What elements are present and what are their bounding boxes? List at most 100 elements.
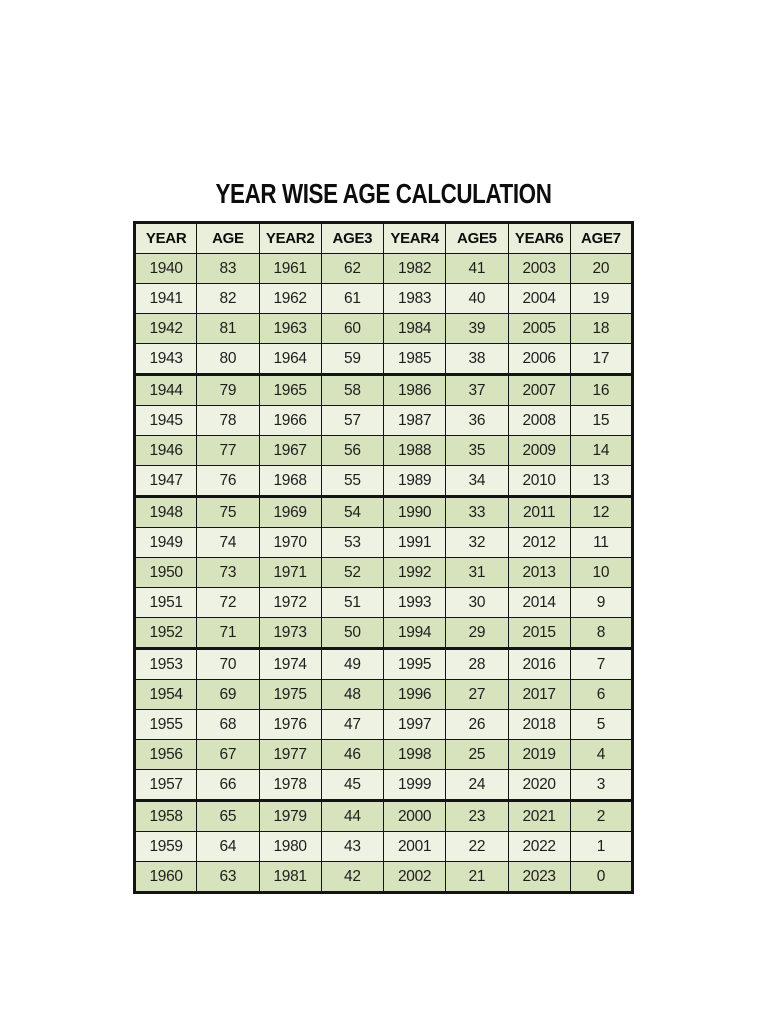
table-cell: 1959 xyxy=(133,831,198,862)
table-cell: 1989 xyxy=(382,465,447,498)
table-row: 1940 83 1961 62 1982 41 2003 20 xyxy=(133,253,634,284)
table-cell: 1971 xyxy=(258,557,322,588)
table-cell: 7 xyxy=(569,648,634,680)
table-cell: 81 xyxy=(196,313,260,344)
table-cell: 43 xyxy=(320,831,385,862)
table-cell: 4 xyxy=(569,739,634,770)
table-row: 1959 64 1980 43 2001 22 2022 1 xyxy=(133,831,634,862)
table-cell: 37 xyxy=(445,374,509,406)
table-cell: 5 xyxy=(569,709,634,740)
table-cell: 53 xyxy=(320,527,385,558)
table-cell: 1960 xyxy=(133,861,198,893)
table-cell: 25 xyxy=(445,739,509,770)
table-cell: 1961 xyxy=(258,253,322,284)
column-header: YEAR4 xyxy=(382,222,447,254)
table-cell: 1952 xyxy=(133,617,198,650)
table-cell: 33 xyxy=(445,496,509,528)
table-cell: 42 xyxy=(320,861,385,893)
table-row: 1958 65 1979 44 2000 23 2021 2 xyxy=(133,800,634,832)
table-row: 1957 66 1978 45 1999 24 2020 3 xyxy=(133,769,634,802)
table-cell: 1986 xyxy=(382,374,447,406)
table-cell: 1972 xyxy=(258,587,322,618)
table-cell: 2 xyxy=(569,800,634,832)
table-cell: 1953 xyxy=(133,648,198,680)
table-cell: 1957 xyxy=(133,769,198,802)
table-cell: 2015 xyxy=(507,617,571,650)
table-row: 1943 80 1964 59 1985 38 2006 17 xyxy=(133,343,634,376)
page-title: YEAR WISE AGE CALCULATION xyxy=(215,178,552,209)
table-cell: 18 xyxy=(569,313,634,344)
table-cell: 1976 xyxy=(258,709,322,740)
table-cell: 16 xyxy=(569,374,634,406)
table-cell: 1946 xyxy=(133,435,198,466)
table-row: 1946 77 1967 56 1988 35 2009 14 xyxy=(133,435,634,466)
table-cell: 66 xyxy=(196,769,260,802)
table-cell: 2019 xyxy=(507,739,571,770)
table-cell: 1947 xyxy=(133,465,198,498)
table-cell: 2010 xyxy=(507,465,571,498)
table-row: 1944 79 1965 58 1986 37 2007 16 xyxy=(133,374,634,406)
table-cell: 46 xyxy=(320,739,385,770)
table-cell: 69 xyxy=(196,679,260,710)
document-content: YEAR WISE AGE CALCULATION YEAR AGE YEAR2 AG… xyxy=(133,178,634,894)
table-cell: 1956 xyxy=(133,739,198,770)
column-header: YEAR2 xyxy=(258,222,322,254)
table-cell: 51 xyxy=(320,587,385,618)
table-cell: 1980 xyxy=(258,831,322,862)
table-cell: 64 xyxy=(196,831,260,862)
table-cell: 62 xyxy=(320,253,385,284)
table-cell: 1988 xyxy=(382,435,447,466)
table-cell: 38 xyxy=(445,343,509,376)
table-cell: 2002 xyxy=(382,861,447,893)
table-cell: 15 xyxy=(569,405,634,436)
table-cell: 1992 xyxy=(382,557,447,588)
table-cell: 17 xyxy=(569,343,634,376)
table-cell: 2004 xyxy=(507,283,571,314)
table-cell: 1994 xyxy=(382,617,447,650)
table-cell: 1991 xyxy=(382,527,447,558)
table-cell: 31 xyxy=(445,557,509,588)
table-cell: 45 xyxy=(320,769,385,802)
table-head: YEAR AGE YEAR2 AGE3 YEAR4 AGE5 YEAR6 AGE7 xyxy=(133,222,634,254)
table-cell: 2013 xyxy=(507,557,571,588)
table-cell: 1996 xyxy=(382,679,447,710)
table-cell: 20 xyxy=(569,253,634,284)
table-cell: 35 xyxy=(445,435,509,466)
table-cell: 34 xyxy=(445,465,509,498)
table-cell: 1940 xyxy=(133,253,198,284)
table-cell: 6 xyxy=(569,679,634,710)
table-row: 1941 82 1962 61 1983 40 2004 19 xyxy=(133,283,634,314)
table-cell: 61 xyxy=(320,283,385,314)
table-cell: 1942 xyxy=(133,313,198,344)
table-cell: 74 xyxy=(196,527,260,558)
table-cell: 2020 xyxy=(507,769,571,802)
table-cell: 30 xyxy=(445,587,509,618)
table-cell: 1977 xyxy=(258,739,322,770)
table-row: 1952 71 1973 50 1994 29 2015 8 xyxy=(133,617,634,650)
table-cell: 1943 xyxy=(133,343,198,376)
table-cell: 77 xyxy=(196,435,260,466)
table-cell: 2011 xyxy=(507,496,571,528)
table-cell: 2017 xyxy=(507,679,571,710)
table-cell: 59 xyxy=(320,343,385,376)
column-header: AGE7 xyxy=(569,222,634,254)
table-cell: 78 xyxy=(196,405,260,436)
table-cell: 56 xyxy=(320,435,385,466)
table-cell: 1964 xyxy=(258,343,322,376)
table-row: 1942 81 1963 60 1984 39 2005 18 xyxy=(133,313,634,344)
table-cell: 63 xyxy=(196,861,260,893)
table-cell: 22 xyxy=(445,831,509,862)
table-cell: 1955 xyxy=(133,709,198,740)
table-cell: 1983 xyxy=(382,283,447,314)
table-cell: 1962 xyxy=(258,283,322,314)
table-cell: 1941 xyxy=(133,283,198,314)
table-cell: 75 xyxy=(196,496,260,528)
table-cell: 40 xyxy=(445,283,509,314)
table-cell: 27 xyxy=(445,679,509,710)
table-cell: 71 xyxy=(196,617,260,650)
table-row: 1951 72 1972 51 1993 30 2014 9 xyxy=(133,587,634,618)
table-cell: 1966 xyxy=(258,405,322,436)
table-row: 1947 76 1968 55 1989 34 2010 13 xyxy=(133,465,634,498)
column-header: YEAR6 xyxy=(507,222,571,254)
column-header: AGE5 xyxy=(445,222,509,254)
